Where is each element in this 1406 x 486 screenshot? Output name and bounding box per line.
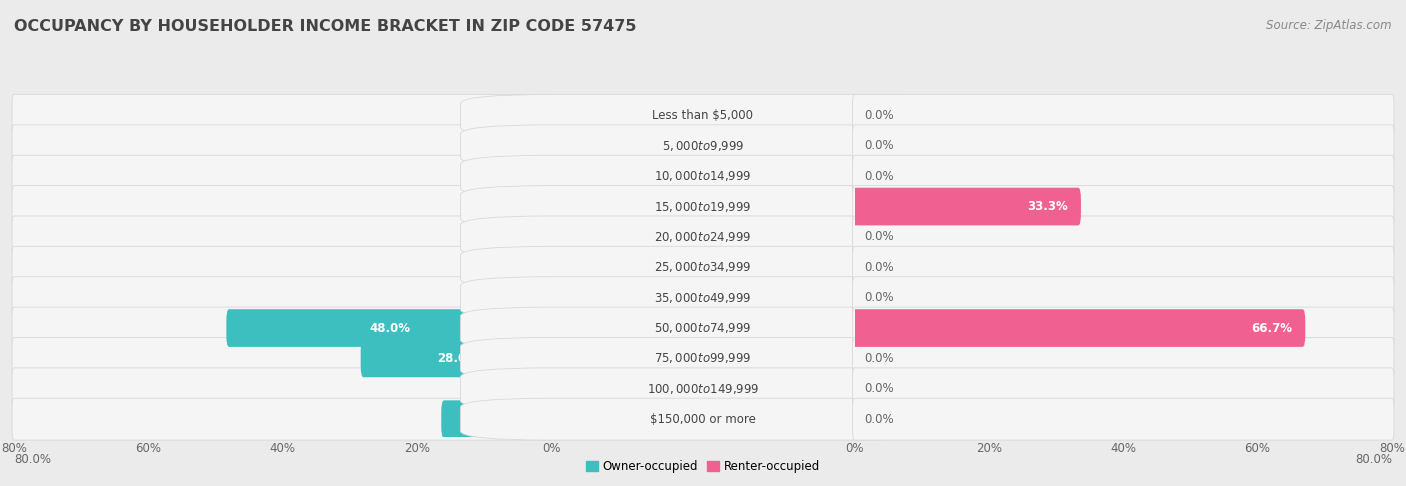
FancyBboxPatch shape <box>852 307 1393 349</box>
FancyBboxPatch shape <box>852 188 1081 226</box>
FancyBboxPatch shape <box>852 94 1393 137</box>
Text: 0.0%: 0.0% <box>541 230 571 243</box>
Legend: Owner-occupied, Renter-occupied: Owner-occupied, Renter-occupied <box>581 455 825 478</box>
FancyBboxPatch shape <box>461 398 945 440</box>
Text: OCCUPANCY BY HOUSEHOLDER INCOME BRACKET IN ZIP CODE 57475: OCCUPANCY BY HOUSEHOLDER INCOME BRACKET … <box>14 19 637 35</box>
Text: $15,000 to $19,999: $15,000 to $19,999 <box>654 200 752 213</box>
Text: $25,000 to $34,999: $25,000 to $34,999 <box>654 260 752 274</box>
FancyBboxPatch shape <box>13 186 554 227</box>
Text: $10,000 to $14,999: $10,000 to $14,999 <box>654 169 752 183</box>
Text: 0.0%: 0.0% <box>865 139 894 152</box>
FancyBboxPatch shape <box>441 400 554 438</box>
Text: 0.0%: 0.0% <box>541 261 571 274</box>
Text: 28.0%: 28.0% <box>437 352 478 365</box>
Text: $20,000 to $24,999: $20,000 to $24,999 <box>654 230 752 244</box>
FancyBboxPatch shape <box>515 188 554 226</box>
FancyBboxPatch shape <box>13 398 554 440</box>
FancyBboxPatch shape <box>852 368 1393 410</box>
Text: 0.0%: 0.0% <box>865 413 894 426</box>
Text: 0.0%: 0.0% <box>865 230 894 243</box>
Text: 0.0%: 0.0% <box>541 170 571 183</box>
FancyBboxPatch shape <box>13 368 554 410</box>
Text: 66.7%: 66.7% <box>1251 322 1292 334</box>
Text: Source: ZipAtlas.com: Source: ZipAtlas.com <box>1267 19 1392 33</box>
FancyBboxPatch shape <box>852 125 1393 167</box>
FancyBboxPatch shape <box>852 186 1393 227</box>
FancyBboxPatch shape <box>226 309 554 347</box>
Text: 0.0%: 0.0% <box>541 139 571 152</box>
Text: $150,000 or more: $150,000 or more <box>650 413 756 426</box>
FancyBboxPatch shape <box>13 337 554 380</box>
Text: 0.0%: 0.0% <box>865 291 894 304</box>
Text: 0.0%: 0.0% <box>541 291 571 304</box>
FancyBboxPatch shape <box>515 370 554 408</box>
FancyBboxPatch shape <box>852 309 1305 347</box>
Text: 0.0%: 0.0% <box>541 109 571 122</box>
FancyBboxPatch shape <box>13 94 554 137</box>
Text: 4.0%: 4.0% <box>508 382 537 395</box>
Text: 0.0%: 0.0% <box>865 352 894 365</box>
FancyBboxPatch shape <box>461 337 945 380</box>
FancyBboxPatch shape <box>461 368 945 410</box>
FancyBboxPatch shape <box>13 246 554 288</box>
FancyBboxPatch shape <box>13 307 554 349</box>
Text: 48.0%: 48.0% <box>370 322 411 334</box>
Text: $50,000 to $74,999: $50,000 to $74,999 <box>654 321 752 335</box>
FancyBboxPatch shape <box>461 216 945 258</box>
Text: 0.0%: 0.0% <box>865 109 894 122</box>
Text: 80.0%: 80.0% <box>14 453 51 466</box>
FancyBboxPatch shape <box>852 246 1393 288</box>
Text: $75,000 to $99,999: $75,000 to $99,999 <box>654 351 752 365</box>
FancyBboxPatch shape <box>13 277 554 319</box>
FancyBboxPatch shape <box>461 277 945 319</box>
FancyBboxPatch shape <box>361 340 554 377</box>
Text: 0.0%: 0.0% <box>865 170 894 183</box>
Text: $35,000 to $49,999: $35,000 to $49,999 <box>654 291 752 305</box>
Text: 0.0%: 0.0% <box>865 382 894 395</box>
FancyBboxPatch shape <box>13 216 554 258</box>
Text: $100,000 to $149,999: $100,000 to $149,999 <box>647 382 759 396</box>
FancyBboxPatch shape <box>461 186 945 227</box>
Text: 33.3%: 33.3% <box>1028 200 1069 213</box>
FancyBboxPatch shape <box>461 246 945 288</box>
FancyBboxPatch shape <box>852 155 1393 197</box>
FancyBboxPatch shape <box>13 155 554 197</box>
Text: 80.0%: 80.0% <box>1355 453 1392 466</box>
Text: Less than $5,000: Less than $5,000 <box>652 109 754 122</box>
FancyBboxPatch shape <box>461 125 945 167</box>
FancyBboxPatch shape <box>852 398 1393 440</box>
FancyBboxPatch shape <box>852 337 1393 380</box>
Text: 16.0%: 16.0% <box>477 413 519 426</box>
Text: 0.0%: 0.0% <box>865 261 894 274</box>
FancyBboxPatch shape <box>852 216 1393 258</box>
Text: 4.0%: 4.0% <box>508 200 537 213</box>
Text: $5,000 to $9,999: $5,000 to $9,999 <box>662 139 744 153</box>
FancyBboxPatch shape <box>13 125 554 167</box>
FancyBboxPatch shape <box>461 155 945 197</box>
FancyBboxPatch shape <box>461 307 945 349</box>
FancyBboxPatch shape <box>852 277 1393 319</box>
FancyBboxPatch shape <box>461 94 945 137</box>
